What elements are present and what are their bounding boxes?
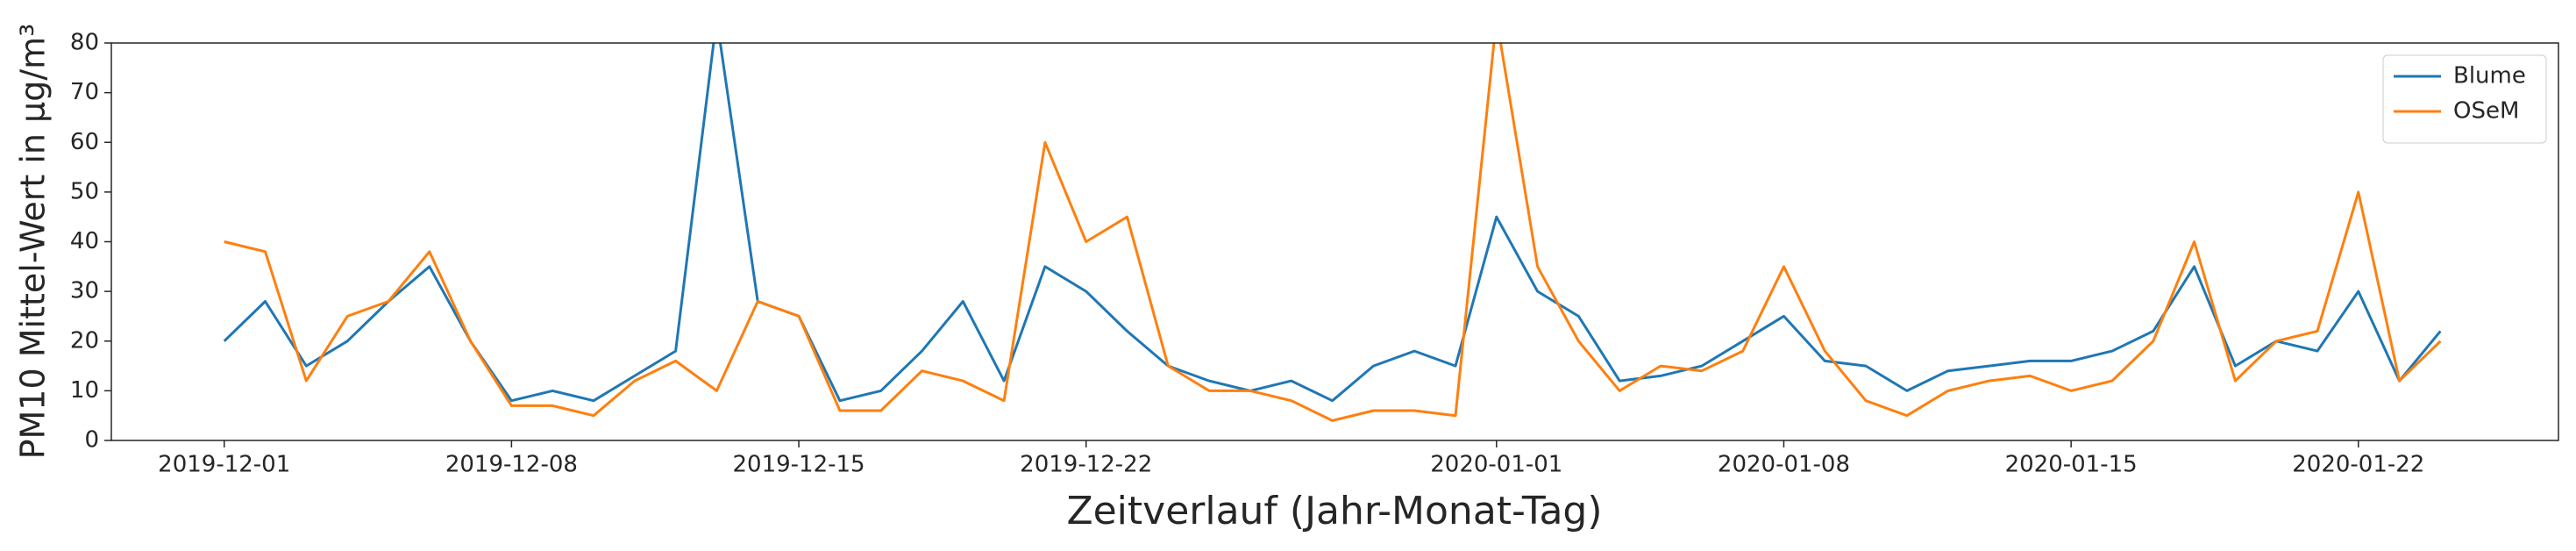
plot-frame <box>110 42 2559 441</box>
y-tick-label: 70 <box>70 79 99 105</box>
y-tick-label: 30 <box>70 278 99 304</box>
series-line <box>223 43 2442 403</box>
legend-label: Blume <box>2453 63 2526 89</box>
x-tick-label: 2019-12-15 <box>732 452 865 478</box>
x-tick-label: 2019-12-01 <box>158 452 290 478</box>
y-tick-label: 10 <box>70 377 99 404</box>
x-tick-label: 2020-01-01 <box>1430 452 1562 478</box>
x-tick-label: 2020-01-22 <box>2292 452 2424 478</box>
x-axis-label: Zeitverlauf (Jahr-Monat-Tag) <box>1066 489 1602 533</box>
y-tick-label: 40 <box>70 228 99 254</box>
y-tick-label: 60 <box>70 129 99 155</box>
x-tick-label: 2019-12-22 <box>1020 452 1152 478</box>
x-tick-label: 2020-01-08 <box>1718 452 1850 478</box>
y-tick-label: 80 <box>70 30 99 56</box>
plot-area <box>223 43 2442 422</box>
x-tick-label: 2020-01-15 <box>2005 452 2138 478</box>
y-tick-label: 20 <box>70 327 99 354</box>
series-line <box>224 43 2442 422</box>
y-axis-label: PM10 Mittel-Wert in µg/m³ <box>14 24 53 460</box>
y-tick-label: 0 <box>84 427 99 454</box>
x-tick-label: 2019-12-08 <box>445 452 578 478</box>
legend-label: OSeM <box>2453 98 2519 125</box>
y-tick-label: 50 <box>70 178 99 204</box>
